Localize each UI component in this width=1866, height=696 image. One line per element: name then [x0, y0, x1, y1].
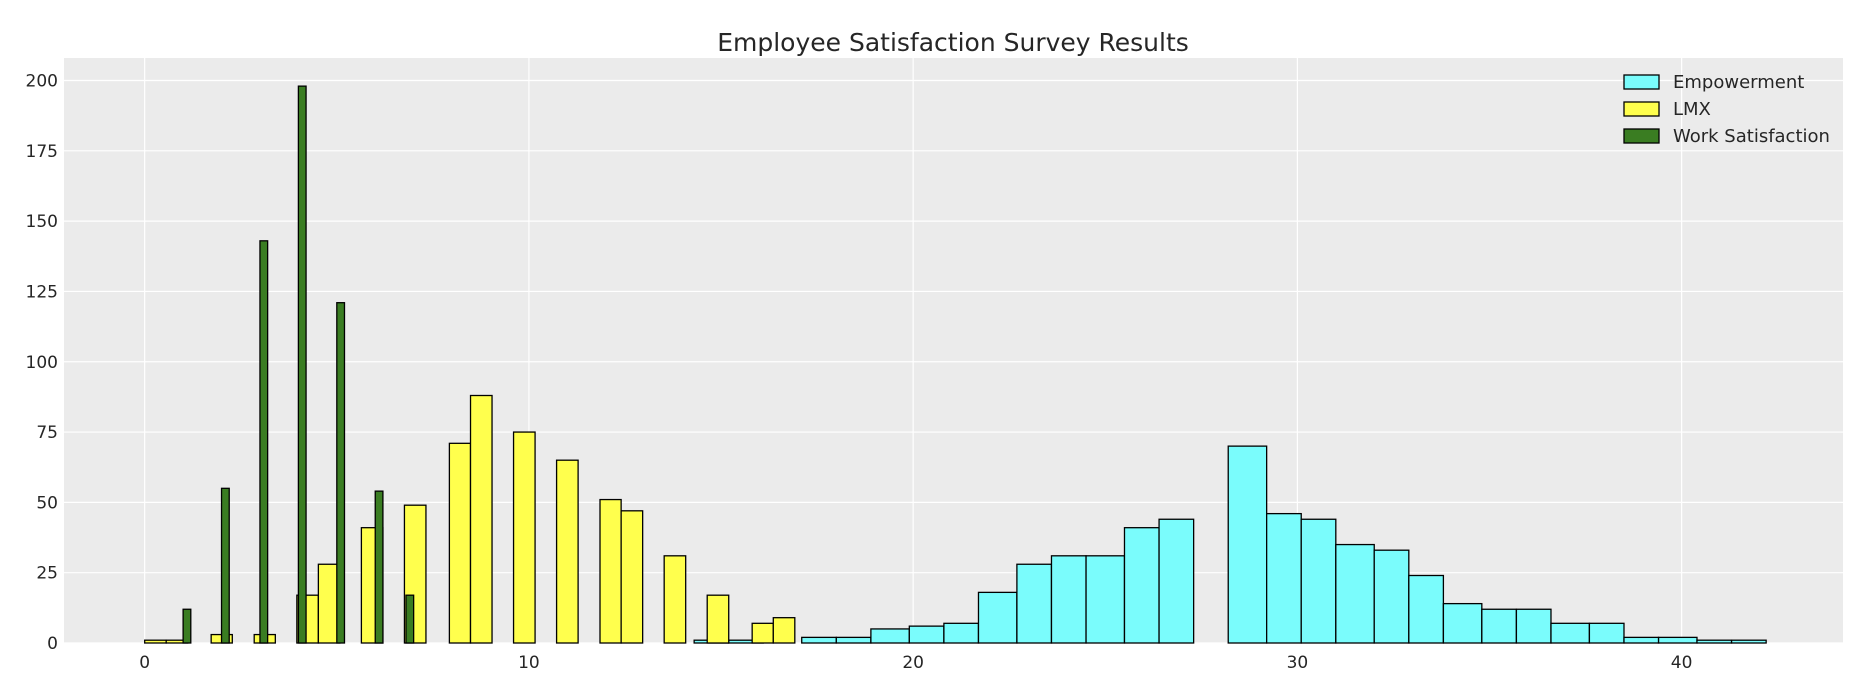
bar — [1588, 622, 1625, 644]
bar — [1335, 543, 1375, 644]
bar — [1481, 608, 1518, 644]
legend-item: LMX — [1623, 99, 1711, 120]
y-tick-label: 125 — [26, 282, 58, 302]
chart-title: Employee Satisfaction Survey Results — [717, 28, 1189, 57]
bar — [512, 431, 536, 644]
bar — [1158, 518, 1195, 644]
bar — [835, 636, 872, 644]
bar — [1696, 639, 1733, 644]
bar — [1442, 602, 1483, 644]
bar — [908, 625, 945, 644]
legend: Empowerment LMX Work Satisfaction — [1623, 72, 1830, 147]
bar — [1408, 574, 1445, 644]
bar — [1016, 563, 1053, 644]
legend-item: Work Satisfaction — [1623, 126, 1830, 147]
bar — [977, 591, 1018, 644]
x-tick-label: 30 — [1287, 653, 1309, 673]
series-work-satisfaction — [182, 85, 415, 644]
bar — [1123, 527, 1160, 644]
legend-label: LMX — [1673, 99, 1711, 120]
legend-item: Empowerment — [1623, 72, 1804, 93]
bar — [1515, 608, 1552, 644]
bar — [1085, 555, 1126, 644]
y-tick-label: 25 — [36, 564, 58, 584]
y-tick-label: 200 — [26, 72, 58, 92]
bar — [943, 622, 980, 644]
bar — [599, 498, 622, 644]
bar — [555, 459, 579, 644]
y-axis-ticks: 0 25 50 75 100 125 150 175 200 — [26, 72, 58, 655]
bar — [1373, 549, 1410, 644]
bar — [1266, 512, 1302, 644]
x-tick-label: 0 — [139, 653, 150, 673]
y-tick-label: 175 — [26, 142, 58, 162]
legend-swatch — [1623, 128, 1660, 144]
y-tick-label: 150 — [26, 212, 58, 232]
bar — [336, 302, 346, 644]
legend-label: Empowerment — [1673, 72, 1804, 93]
bar — [801, 636, 837, 644]
bar — [870, 628, 910, 644]
bar — [1623, 636, 1660, 644]
bar — [182, 608, 192, 644]
bar — [1300, 518, 1337, 644]
bar — [469, 394, 493, 644]
bar — [405, 594, 415, 644]
bar — [220, 487, 230, 644]
bar — [663, 555, 687, 644]
bar — [1227, 445, 1268, 644]
legend-label: Work Satisfaction — [1673, 126, 1830, 147]
bar — [374, 490, 384, 644]
legend-swatch — [1623, 74, 1660, 90]
y-tick-label: 0 — [47, 634, 58, 654]
bar — [259, 240, 269, 644]
y-tick-label: 100 — [26, 353, 58, 373]
y-tick-label: 75 — [36, 423, 58, 443]
bar — [144, 639, 167, 644]
bar — [772, 617, 796, 644]
bar — [297, 85, 307, 644]
legend-swatch — [1623, 101, 1660, 117]
x-tick-label: 40 — [1671, 653, 1693, 673]
bar — [448, 442, 472, 644]
y-tick-label: 50 — [36, 493, 58, 513]
bar — [1550, 622, 1591, 644]
bar — [1050, 555, 1087, 644]
x-axis-ticks: 0 10 20 30 40 — [139, 653, 1692, 673]
bar — [751, 622, 774, 644]
series-empowerment — [693, 445, 1767, 644]
bar — [620, 510, 644, 644]
bar — [1657, 636, 1698, 644]
x-tick-label: 10 — [518, 653, 540, 673]
x-tick-label: 20 — [902, 653, 924, 673]
bar — [1730, 639, 1767, 644]
plot-area — [64, 58, 1843, 643]
bars — [144, 85, 1767, 644]
bar — [706, 594, 730, 644]
